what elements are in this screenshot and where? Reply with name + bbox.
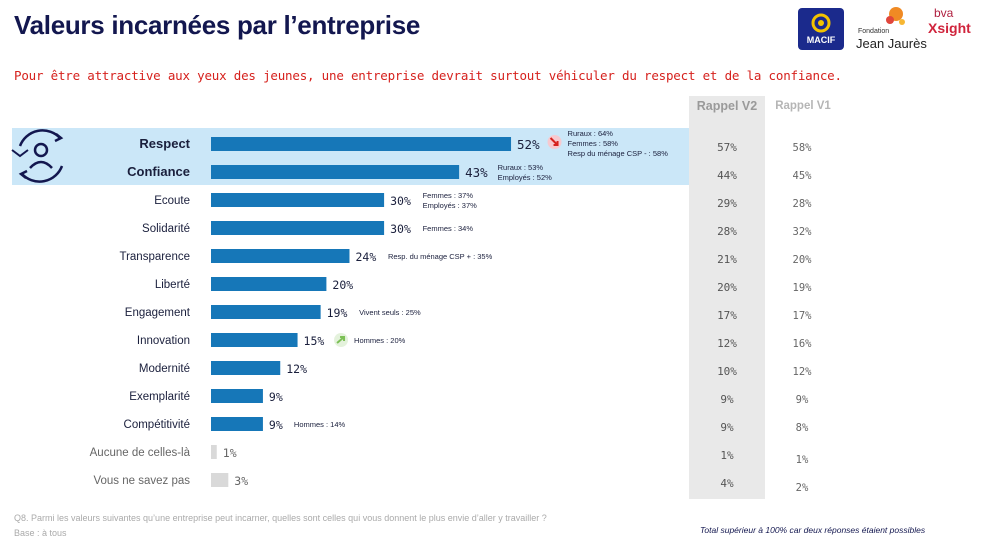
annotation-text: Resp. du ménage CSP + : 35% bbox=[388, 252, 493, 261]
rappel-v2-value: 1% bbox=[720, 449, 734, 462]
bar-11 bbox=[211, 445, 217, 459]
jean-jaures-small-text: Fondation bbox=[858, 28, 890, 35]
jean-jaures-big-text: Jean Jaurès bbox=[856, 36, 927, 51]
base-text: Base : à tous bbox=[14, 528, 67, 538]
rappel-v2-header: Rappel V2 bbox=[696, 99, 758, 113]
value-label: 15% bbox=[304, 334, 325, 348]
category-label: Confiance bbox=[127, 164, 190, 179]
rappel-v2-value: 10% bbox=[717, 365, 737, 378]
category-label: Transparence bbox=[119, 251, 190, 263]
rappel-v2-value: 4% bbox=[720, 477, 734, 490]
annotation-text: Femmes : 37% bbox=[423, 191, 474, 200]
xsight-text: Xsight bbox=[928, 20, 971, 36]
bar-12 bbox=[211, 473, 229, 487]
bar-9 bbox=[211, 389, 263, 403]
category-label: Modernité bbox=[139, 363, 190, 375]
bva-text: bva bbox=[934, 6, 954, 20]
annotation-text: Femmes : 34% bbox=[423, 224, 474, 233]
value-label: 24% bbox=[355, 250, 376, 264]
rappel-v2-value: 21% bbox=[717, 253, 737, 266]
rappel-v2-column-bg bbox=[689, 96, 765, 499]
value-label: 12% bbox=[286, 362, 307, 376]
people-cycle-icon bbox=[11, 129, 64, 183]
rappel-v2-value: 17% bbox=[717, 309, 737, 322]
macif-logo-text: MACIF bbox=[806, 35, 836, 45]
category-label: Engagement bbox=[125, 307, 191, 319]
rappel-v1-value: 28% bbox=[793, 198, 813, 210]
bar-4 bbox=[211, 249, 350, 263]
rappel-v1-value: 20% bbox=[793, 254, 813, 266]
rappel-v2-value: 9% bbox=[720, 421, 734, 434]
bar-3 bbox=[211, 221, 385, 235]
rappel-v1-value: 16% bbox=[793, 338, 813, 350]
rappel-v1-value: 19% bbox=[793, 282, 813, 294]
question-text: Q8. Parmi les valeurs suivantes qu’une e… bbox=[14, 513, 547, 523]
jean-jaures-mark-icon bbox=[886, 7, 905, 25]
rappel-v1-value: 32% bbox=[793, 226, 813, 238]
rappel-v2-value: 28% bbox=[717, 225, 737, 238]
value-label: 20% bbox=[332, 278, 353, 292]
category-label: Respect bbox=[139, 136, 190, 151]
page-title: Valeurs incarnées par l’entreprise bbox=[14, 10, 421, 40]
annotation-text: Hommes : 20% bbox=[354, 336, 406, 345]
bva-xsight-logo: bva Xsight bbox=[926, 6, 986, 50]
value-label: 43% bbox=[465, 165, 488, 180]
rappel-v1-value: 58% bbox=[793, 142, 813, 154]
annotation-text: Femmes : 58% bbox=[568, 139, 619, 148]
rappel-v2-value: 44% bbox=[717, 169, 737, 182]
value-label: 1% bbox=[223, 446, 237, 460]
category-label: Liberté bbox=[155, 279, 190, 291]
bar-2 bbox=[211, 193, 385, 207]
bar-0 bbox=[211, 137, 512, 151]
category-label: Solidarité bbox=[142, 223, 190, 235]
rappel-v1-value: 9% bbox=[796, 394, 809, 406]
rappel-v2-value: 57% bbox=[717, 141, 737, 154]
category-label: Compétitivité bbox=[124, 419, 190, 431]
bar-7 bbox=[211, 333, 298, 347]
bar-10 bbox=[211, 417, 263, 431]
value-label: 30% bbox=[390, 194, 411, 208]
bar-5 bbox=[211, 277, 327, 291]
jean-jaures-logo: Fondation Jean Jaurès bbox=[856, 6, 927, 51]
annotation-text: Employés : 52% bbox=[498, 173, 553, 182]
rappel-v2-value: 9% bbox=[720, 393, 734, 406]
category-label: Innovation bbox=[137, 335, 190, 347]
rappel-v1-value: 12% bbox=[793, 366, 813, 378]
total-note: Total supérieur à 100% car deux réponses… bbox=[700, 525, 926, 535]
category-label: Aucune de celles-là bbox=[90, 447, 191, 459]
rappel-v2-value: 29% bbox=[717, 197, 737, 210]
trend-arrow-icon bbox=[549, 137, 559, 146]
bar-1 bbox=[211, 165, 460, 179]
rappel-v1-value: 2% bbox=[796, 482, 809, 494]
category-label: Ecoute bbox=[154, 195, 190, 207]
value-label: 30% bbox=[390, 222, 411, 236]
rappel-v1-value: 1% bbox=[796, 454, 809, 466]
category-label: Exemplarité bbox=[129, 391, 190, 403]
rappel-v1-value: 17% bbox=[793, 310, 813, 322]
annotation-text: Ruraux : 53% bbox=[498, 163, 544, 172]
rappel-v1-value: 45% bbox=[793, 170, 813, 182]
bar-8 bbox=[211, 361, 281, 375]
annotation-text: Resp du ménage CSP - : 58% bbox=[568, 149, 669, 158]
annotation-text: Hommes : 14% bbox=[294, 420, 346, 429]
rappel-v1-value: 8% bbox=[796, 422, 809, 434]
annotation-text: Vivent seuls : 25% bbox=[359, 308, 421, 317]
category-label: Vous ne savez pas bbox=[93, 475, 190, 487]
macif-ring-icon bbox=[811, 13, 831, 33]
annotation-text: Ruraux : 64% bbox=[568, 129, 614, 138]
value-label: 9% bbox=[269, 418, 283, 432]
rappel-v2-value: 20% bbox=[717, 281, 737, 294]
trend-arrow-icon bbox=[336, 336, 346, 344]
value-label: 3% bbox=[234, 474, 248, 488]
annotation-text: Employés : 37% bbox=[423, 201, 478, 210]
rappel-v2-value: 12% bbox=[717, 337, 737, 350]
macif-logo: MACIF bbox=[798, 8, 844, 50]
value-label: 9% bbox=[269, 390, 283, 404]
value-label: 52% bbox=[517, 137, 540, 152]
page-subtitle: Pour être attractive aux yeux des jeunes… bbox=[14, 68, 842, 83]
value-label: 19% bbox=[327, 306, 348, 320]
bar-6 bbox=[211, 305, 321, 319]
rappel-v1-header: Rappel V1 bbox=[775, 100, 831, 112]
